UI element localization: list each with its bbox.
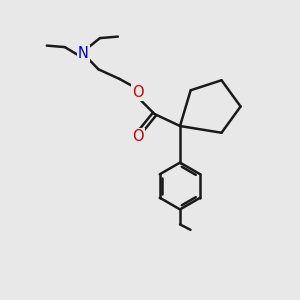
Text: O: O xyxy=(132,129,144,144)
Text: N: N xyxy=(78,46,89,61)
Text: O: O xyxy=(132,85,144,100)
